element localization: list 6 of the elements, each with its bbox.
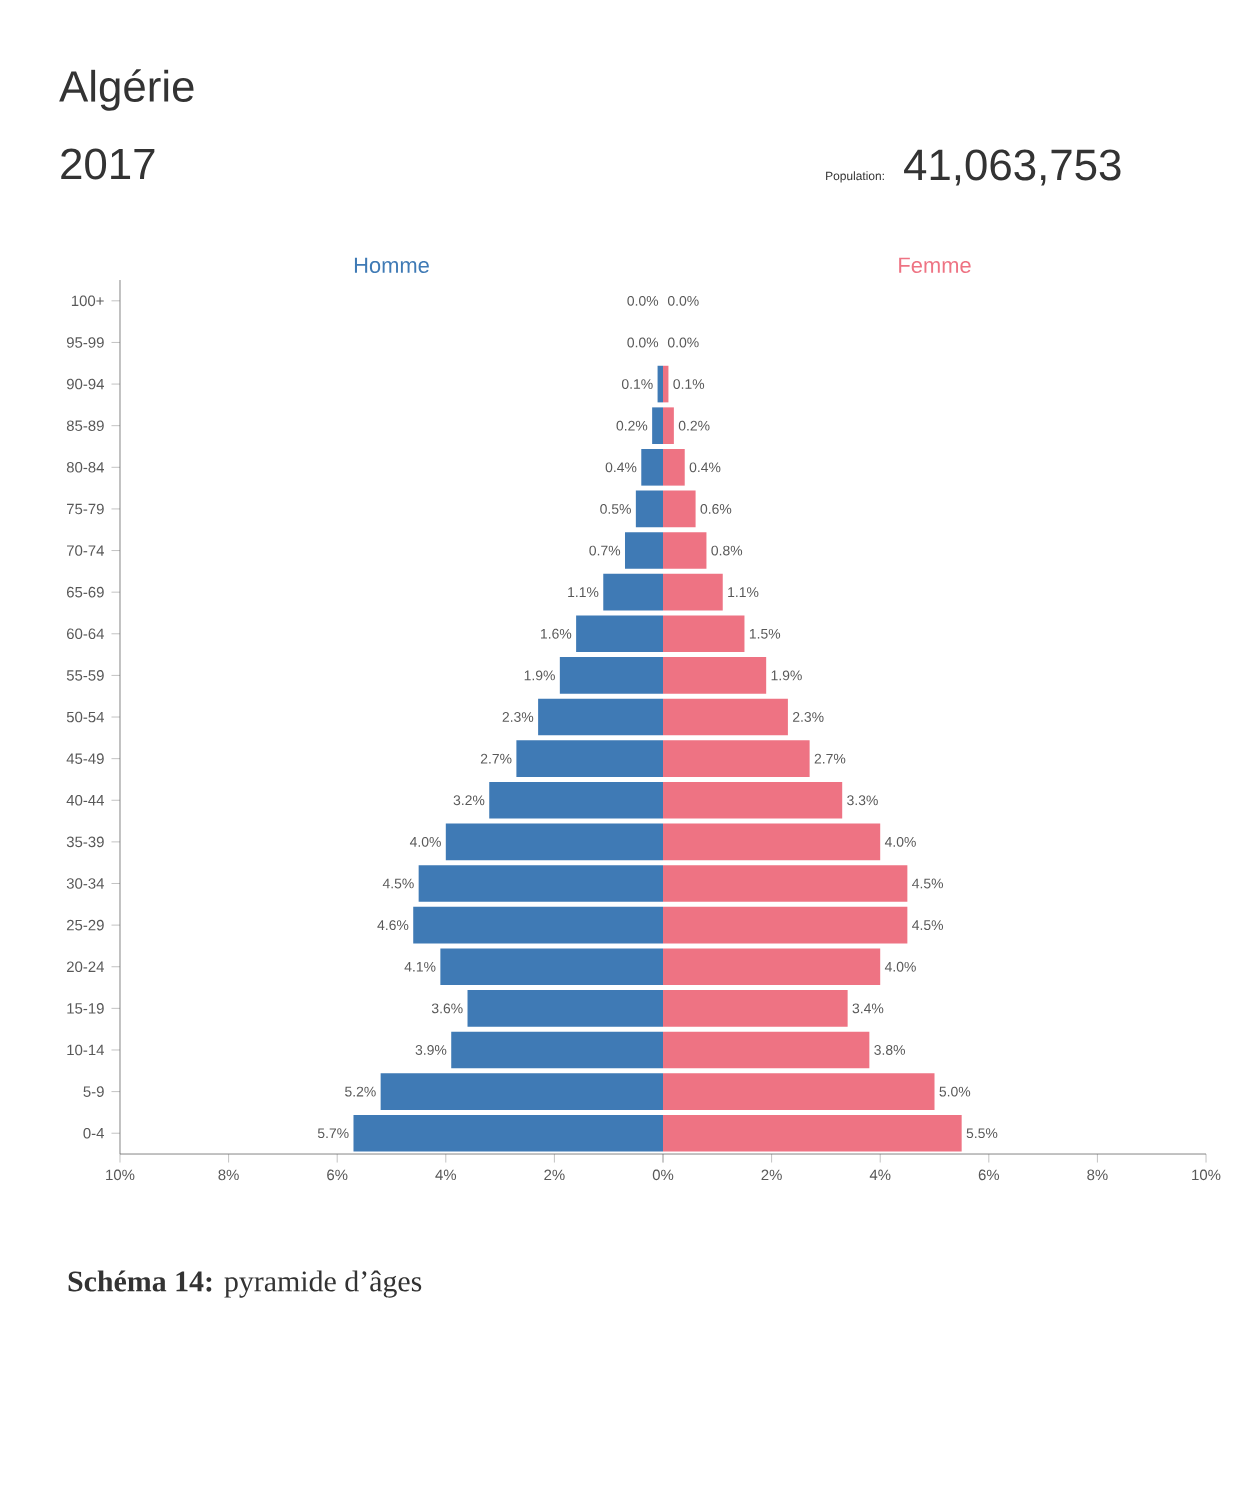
text: Schéma 14: pyramide d’âges [68, 1270, 422, 1298]
chart-subtitle: 2017 [61, 148, 155, 180]
text: Homme [354, 257, 429, 273]
text: 41,063,753 [904, 149, 1121, 186]
text: Femme [899, 257, 971, 273]
chart-title: Algérie [59, 69, 194, 111]
